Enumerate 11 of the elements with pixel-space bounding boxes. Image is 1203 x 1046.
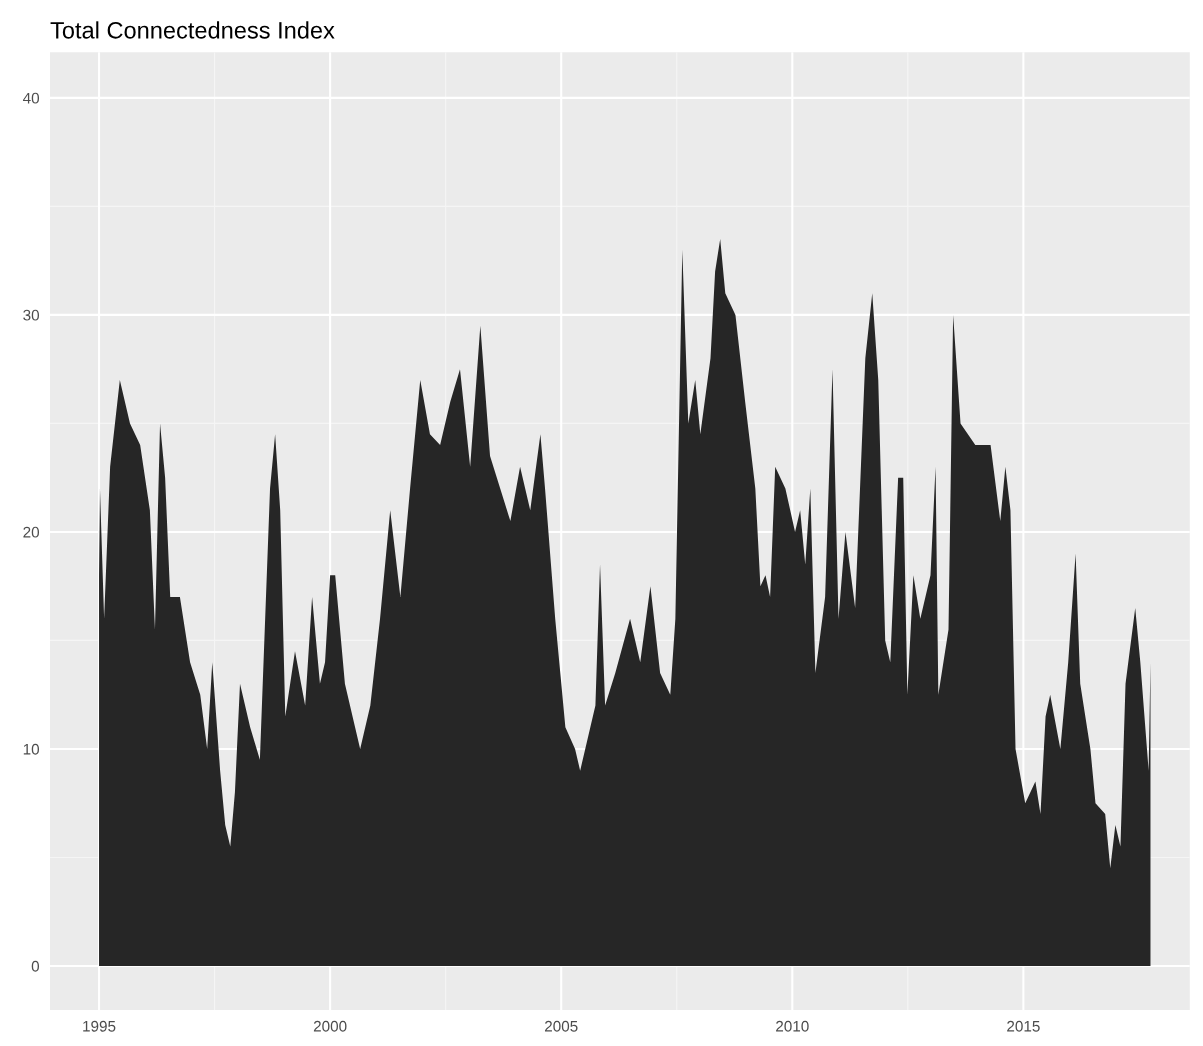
x-tick-label: 2015 [1007,1020,1040,1032]
x-tick-label: 2005 [544,1020,578,1032]
chart-title: Total Connectedness Index [50,21,335,39]
y-tick-label: 20 [23,526,40,538]
y-tick-label: 10 [23,743,40,755]
x-tick-label: 2000 [313,1020,347,1032]
y-tick-label: 40 [22,92,40,104]
x-tick-label: 1995 [83,1020,116,1032]
y-tick-label: 30 [23,309,40,321]
x-tick-label: 2010 [776,1020,809,1032]
y-tick-label: 0 [31,960,40,972]
